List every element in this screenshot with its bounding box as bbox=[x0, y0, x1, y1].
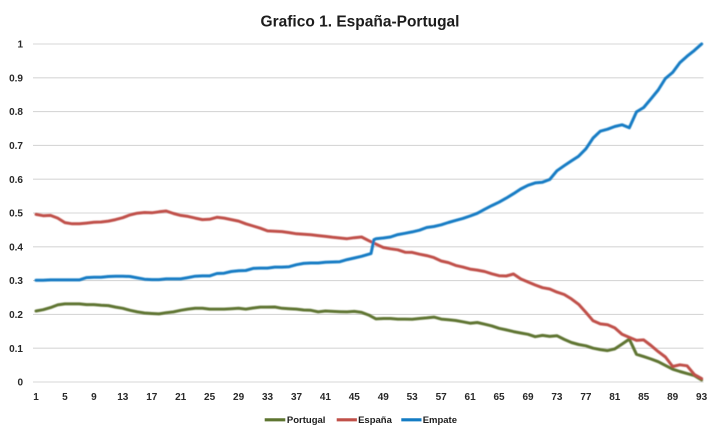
svg-text:45: 45 bbox=[349, 392, 361, 403]
svg-text:37: 37 bbox=[291, 392, 303, 403]
svg-text:33: 33 bbox=[262, 392, 274, 403]
svg-text:España: España bbox=[358, 415, 393, 426]
svg-text:Grafico 1. España-Portugal: Grafico 1. España-Portugal bbox=[261, 14, 460, 31]
svg-text:13: 13 bbox=[117, 392, 129, 403]
svg-text:0.4: 0.4 bbox=[9, 242, 23, 253]
svg-text:69: 69 bbox=[522, 392, 534, 403]
svg-text:65: 65 bbox=[493, 392, 505, 403]
svg-text:0.2: 0.2 bbox=[9, 310, 23, 321]
svg-text:85: 85 bbox=[638, 392, 650, 403]
svg-text:0.7: 0.7 bbox=[9, 141, 23, 152]
svg-text:0.9: 0.9 bbox=[9, 73, 23, 84]
svg-text:0.3: 0.3 bbox=[9, 276, 23, 287]
svg-text:Empate: Empate bbox=[423, 415, 457, 426]
svg-text:25: 25 bbox=[204, 392, 216, 403]
svg-text:93: 93 bbox=[696, 392, 708, 403]
svg-text:17: 17 bbox=[146, 392, 158, 403]
svg-text:1: 1 bbox=[17, 40, 23, 51]
svg-text:77: 77 bbox=[580, 392, 592, 403]
svg-text:49: 49 bbox=[378, 392, 390, 403]
svg-text:53: 53 bbox=[407, 392, 419, 403]
svg-text:73: 73 bbox=[551, 392, 563, 403]
svg-text:0.8: 0.8 bbox=[9, 107, 23, 118]
svg-text:21: 21 bbox=[175, 392, 187, 403]
svg-text:0: 0 bbox=[17, 378, 23, 389]
svg-text:0.1: 0.1 bbox=[9, 344, 23, 355]
svg-text:81: 81 bbox=[609, 392, 621, 403]
svg-text:5: 5 bbox=[62, 392, 68, 403]
svg-text:61: 61 bbox=[465, 392, 477, 403]
svg-text:29: 29 bbox=[233, 392, 245, 403]
svg-text:9: 9 bbox=[91, 392, 97, 403]
svg-text:0.5: 0.5 bbox=[9, 209, 23, 220]
svg-text:89: 89 bbox=[667, 392, 679, 403]
svg-text:0.6: 0.6 bbox=[9, 175, 23, 186]
svg-text:57: 57 bbox=[436, 392, 448, 403]
svg-text:1: 1 bbox=[33, 392, 39, 403]
svg-text:41: 41 bbox=[320, 392, 332, 403]
svg-text:Portugal: Portugal bbox=[287, 415, 326, 426]
